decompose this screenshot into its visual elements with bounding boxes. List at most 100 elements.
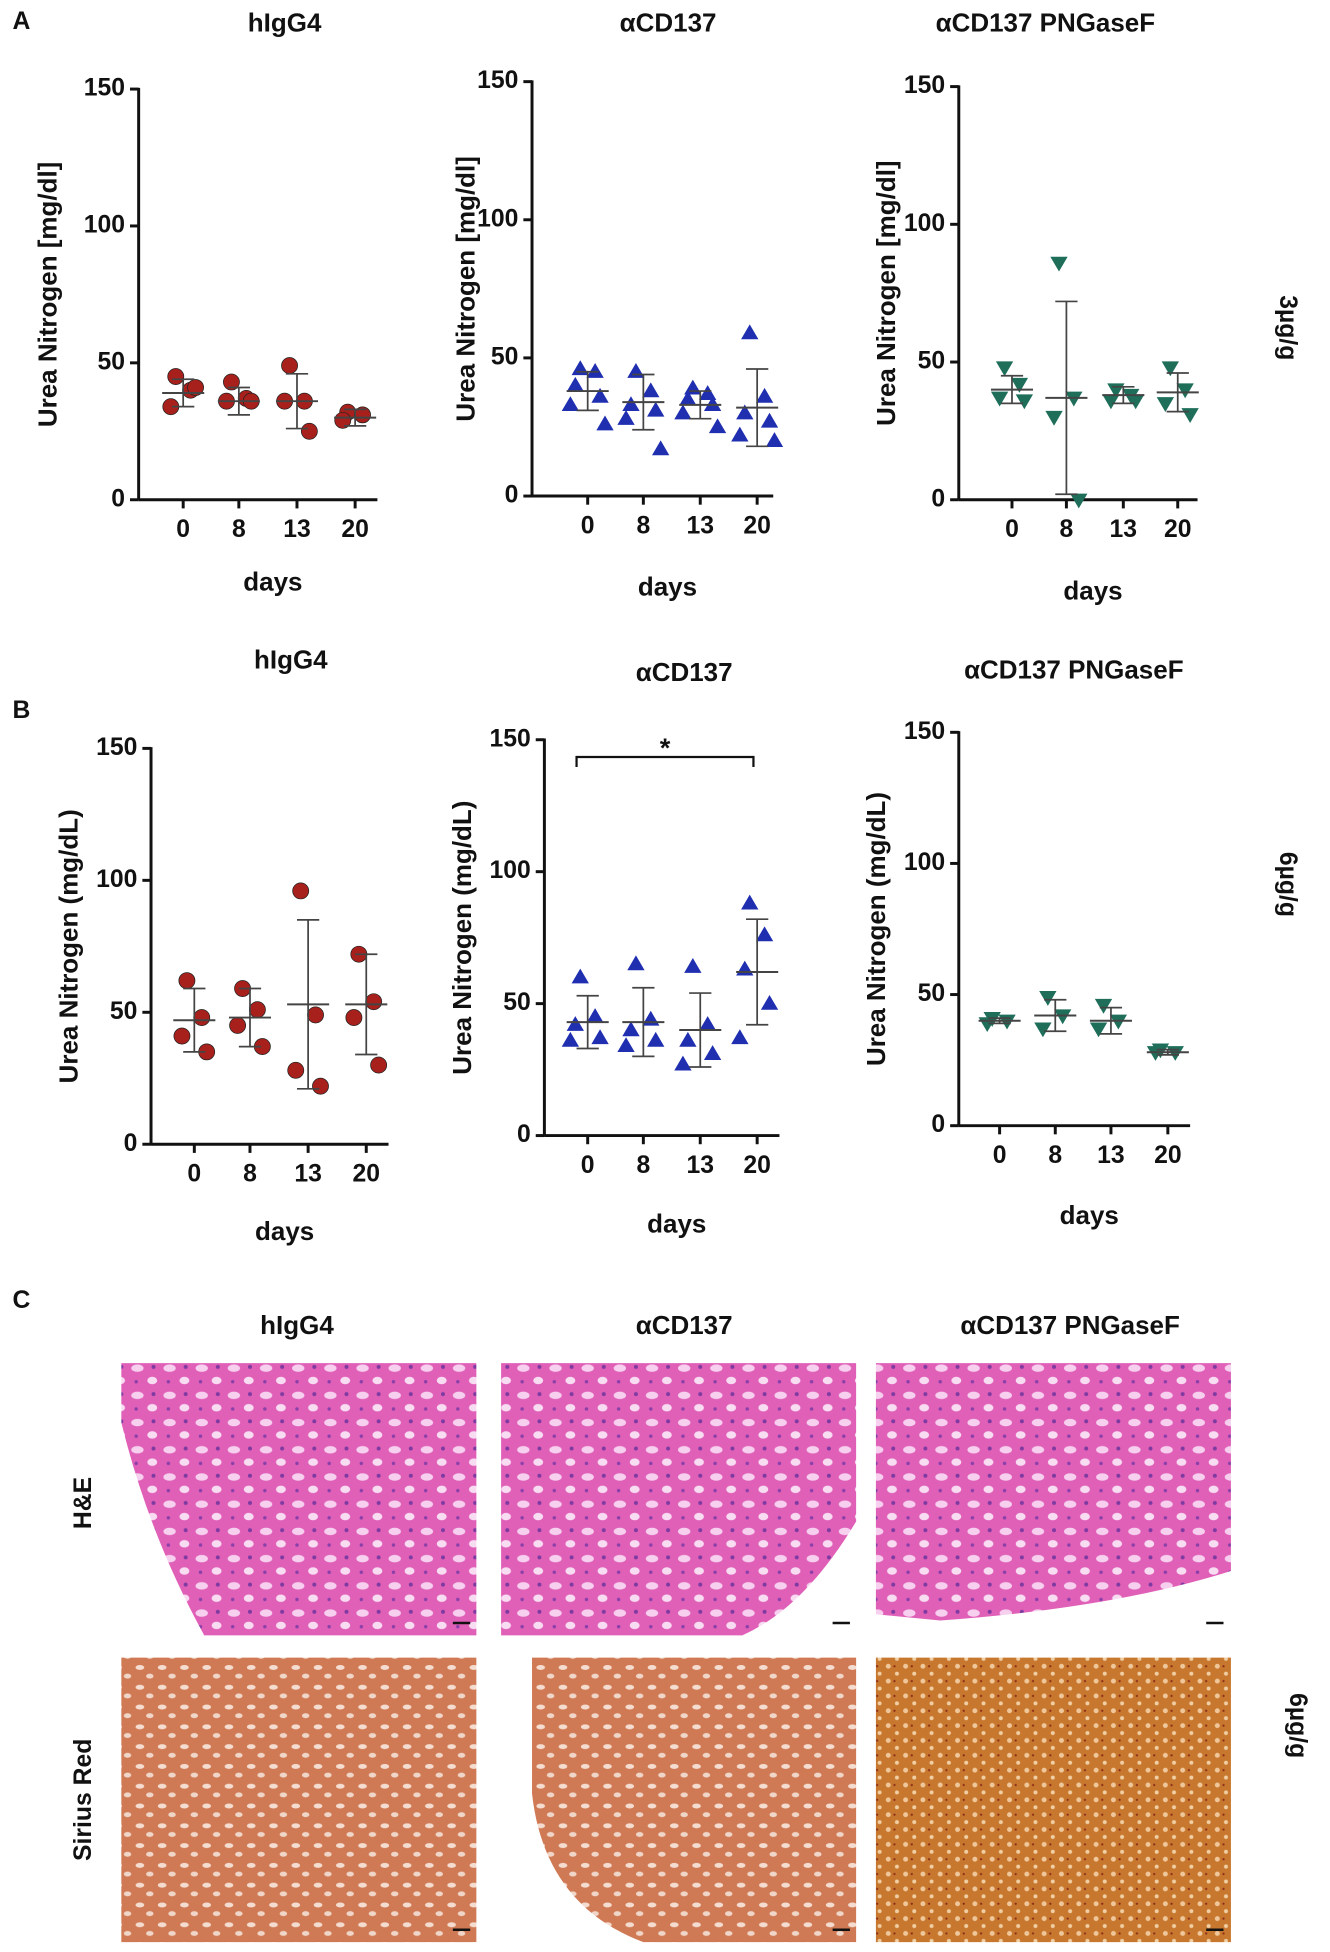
error-bar	[343, 408, 367, 427]
data-point	[1156, 397, 1175, 413]
y-axis-label: Urea Nitrogen (mg/dL)	[53, 809, 83, 1083]
data-point	[287, 1061, 305, 1079]
data-point	[627, 955, 645, 971]
data-point	[1161, 361, 1179, 377]
error-bar	[576, 370, 599, 412]
x-tick-label: 13	[1110, 516, 1138, 543]
y-tick-label: 0	[517, 1121, 531, 1148]
y-tick-label: 50	[503, 989, 531, 1016]
x-tick-label: 20	[743, 1152, 771, 1179]
data-point	[998, 1014, 1016, 1030]
data-point	[571, 968, 589, 984]
data-point	[586, 363, 604, 378]
data-point	[647, 401, 665, 417]
data-point	[995, 361, 1014, 377]
x-tick-label: 0	[993, 1142, 1007, 1169]
error-bar	[689, 390, 712, 420]
data-point	[760, 994, 779, 1010]
error-bar	[296, 919, 320, 1090]
y-tick-label: 150	[904, 718, 945, 745]
data-point	[345, 1009, 363, 1026]
data-point	[292, 882, 310, 900]
data-point	[679, 390, 697, 406]
error-bar	[632, 373, 655, 431]
data-point	[622, 1021, 640, 1037]
chart: hIgG4 Urea Nitrogen [mg/dl] days 0 50 100 150 0…	[32, 8, 378, 597]
x-axis-label: days	[243, 567, 302, 597]
data-point	[755, 926, 774, 942]
dose-label: 6µg/g	[1274, 852, 1301, 917]
data-point	[617, 1037, 635, 1053]
data-point	[596, 415, 614, 431]
data-point	[1015, 394, 1034, 410]
x-tick-label: 20	[341, 516, 369, 543]
y-tick-label: 50	[918, 980, 946, 1007]
data-point	[765, 432, 784, 447]
y-axis-label: Urea Nitrogen (mg/dL)	[861, 792, 891, 1066]
data-point	[731, 1029, 749, 1045]
data-point	[178, 972, 196, 990]
data-point	[561, 396, 580, 412]
y-tick-label: 100	[84, 211, 125, 238]
x-tick-label: 13	[283, 516, 311, 543]
error-bar	[988, 1017, 1011, 1025]
y-tick-label: 150	[96, 734, 137, 761]
data-point	[561, 1031, 580, 1047]
data-point	[1045, 410, 1063, 426]
y-axis-label: Urea Nitrogen (mg/dL)	[447, 801, 477, 1075]
data-point	[591, 1029, 609, 1045]
y-tick-label: 150	[84, 75, 125, 102]
y-tick-label: 150	[490, 725, 531, 752]
histology-image	[875, 1657, 1231, 1943]
y-tick-label: 100	[904, 210, 945, 237]
data-point	[223, 373, 240, 391]
y-tick-label: 0	[931, 485, 945, 512]
error-bar	[1112, 385, 1135, 405]
data-point	[167, 368, 185, 385]
y-tick-label: 0	[124, 1130, 138, 1157]
data-point	[307, 1006, 324, 1024]
data-point	[674, 404, 692, 420]
x-tick-label: 20	[1164, 516, 1192, 543]
data-point	[679, 1031, 697, 1047]
chart: hIgG4 Urea Nitrogen (mg/dL) days 0 50 100 150 0…	[53, 645, 389, 1246]
y-tick-label: 0	[111, 485, 125, 512]
data-point	[652, 440, 670, 456]
x-tick-label: 8	[636, 512, 650, 539]
data-point	[281, 357, 298, 375]
data-point	[703, 1045, 722, 1060]
y-tick-label: 0	[505, 482, 519, 509]
y-axis-label: Urea Nitrogen [mg/dl]	[451, 156, 481, 421]
data-point	[1181, 408, 1199, 424]
error-bar	[172, 378, 195, 408]
x-tick-label: 20	[1154, 1142, 1182, 1169]
y-tick-label: 0	[931, 1111, 945, 1138]
x-tick-label: 8	[636, 1152, 650, 1179]
y-tick-label: 100	[96, 866, 137, 893]
data-point	[684, 379, 702, 395]
chart-title: hIgG4	[254, 645, 328, 675]
data-point	[684, 958, 702, 973]
x-tick-label: 8	[1048, 1142, 1062, 1169]
column-title: αCD137 PNGaseF	[960, 1310, 1179, 1340]
panel-letter: C	[12, 1287, 30, 1314]
data-point	[370, 1056, 388, 1074]
data-point	[312, 1077, 329, 1095]
chart-title: hIgG4	[248, 8, 322, 38]
x-tick-label: 8	[243, 1161, 257, 1188]
error-bar	[183, 987, 206, 1053]
data-point	[591, 387, 609, 403]
x-axis-label: days	[1060, 1200, 1119, 1230]
data-point	[334, 411, 352, 429]
x-tick-label: 0	[581, 512, 595, 539]
data-point	[193, 1009, 211, 1026]
row-label: Sirius Red	[70, 1739, 97, 1861]
chart: αCD137 PNGaseF Urea Nitrogen [mg/dl] days 0…	[871, 8, 1199, 605]
data-point	[708, 418, 727, 434]
x-tick-label: 8	[1060, 516, 1074, 543]
row-label: H&E	[70, 1477, 97, 1529]
data-point	[566, 376, 584, 392]
x-tick-label: 13	[686, 512, 714, 539]
chart-title: αCD137 PNGaseF	[936, 8, 1155, 38]
